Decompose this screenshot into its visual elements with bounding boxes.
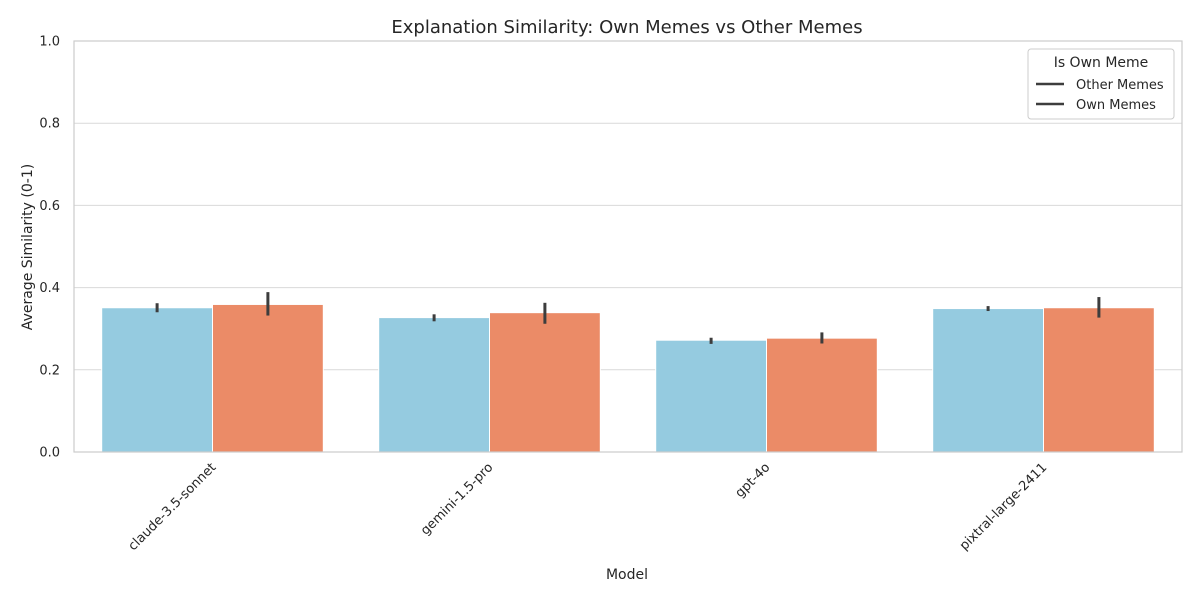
bar-other-memes-pixtral-large-2411 xyxy=(932,308,1045,453)
legend-box xyxy=(1027,48,1175,120)
y-axis-label: Average Similarity (0-1) xyxy=(20,164,36,330)
legend-entry-other-memes: Other Memes xyxy=(1076,78,1164,93)
legend-entry-own-memes: Own Memes xyxy=(1076,98,1156,113)
chart-title: Explanation Similarity: Own Memes vs Oth… xyxy=(391,17,862,38)
bar-other-memes-gemini-1.5-pro xyxy=(378,317,491,453)
y-tick-labels: 0.0 0.2 0.4 0.6 0.8 1.0 xyxy=(39,35,60,461)
x-axis-label: Model xyxy=(606,567,648,583)
plot-frame xyxy=(73,40,1183,453)
y-tick-label: 0.8 xyxy=(39,117,60,132)
y-tick-label: 0.4 xyxy=(39,281,60,296)
bar-own-memes-pixtral-large-2411 xyxy=(1043,307,1155,453)
bar-own-memes-gemini-1.5-pro xyxy=(489,312,601,453)
legend-title: Is Own Meme xyxy=(1054,55,1149,71)
y-tick-label: 1.0 xyxy=(39,35,60,50)
legend: Is Own Meme Other Memes Own Memes xyxy=(1027,48,1175,120)
error-bars xyxy=(155,292,1101,344)
y-tick-label: 0.0 xyxy=(39,446,60,461)
bar-own-memes-gpt-4o xyxy=(766,337,878,453)
bar-other-memes-claude-3.5-sonnet xyxy=(101,307,213,453)
y-tick-label: 0.2 xyxy=(39,363,60,378)
y-tick-label: 0.6 xyxy=(39,199,60,214)
bars xyxy=(101,303,1155,453)
bar-other-memes-gpt-4o xyxy=(655,339,768,453)
bar-own-memes-claude-3.5-sonnet xyxy=(212,303,324,453)
